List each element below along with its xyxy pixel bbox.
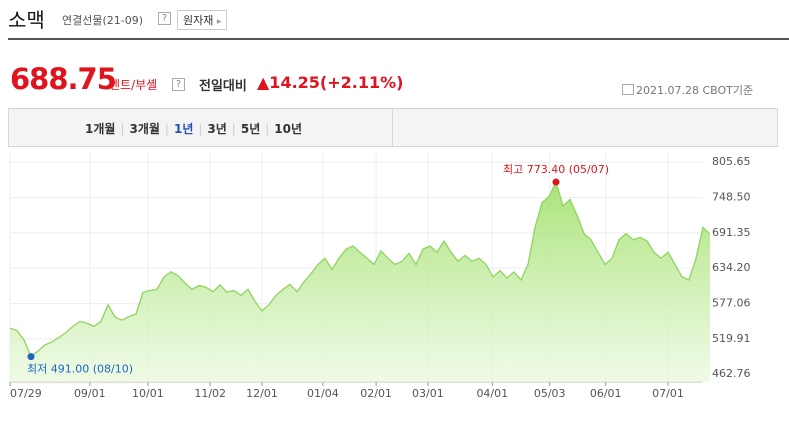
y-tick-label: 748.50 — [712, 190, 751, 203]
help-icon[interactable]: ? — [158, 12, 171, 25]
x-tick-label: 09/01 — [74, 387, 106, 400]
subtitle: 연결선물(21-09) — [62, 14, 144, 27]
chart: 805.65 748.50 691.35 634.20 577.06 519.91 462.… — [9, 152, 751, 400]
tab[interactable]: 1개월 — [85, 122, 116, 136]
annotation: 최저 491.00 (08/10) — [27, 363, 133, 376]
extreme-marker — [27, 353, 35, 361]
area — [10, 182, 710, 382]
quote-date: 2021.07.28 CBOT기준 — [622, 82, 753, 98]
x-tick-label: 04/01 — [476, 387, 508, 400]
tab-bar: 1개월 | 3개월 | 1년 | 3년 | 5년 | 10년 — [8, 108, 778, 147]
y-tick-label: 634.20 — [712, 261, 751, 274]
line — [9, 180, 711, 358]
annotation: 최고 773.40 (05/07) — [503, 163, 609, 176]
price: 688.75 — [10, 62, 117, 96]
tab[interactable]: 1년 — [173, 122, 194, 136]
tab[interactable]: 3년 — [207, 122, 227, 136]
date-text: 2021.07.28 CBOT기준 — [636, 84, 754, 97]
unit: 센트/부셸 — [109, 78, 158, 92]
y-tick-label: 691.35 — [712, 226, 751, 239]
tab[interactable]: 5년 — [240, 122, 261, 136]
x-tick-label: 02/01 — [360, 387, 392, 400]
change-label: 전일대비 — [199, 79, 247, 94]
x-tick-label: 10/01 — [132, 387, 164, 400]
divider — [8, 38, 789, 40]
x-tick-label: 01/04 — [307, 387, 339, 400]
tab[interactable]: 3개월 — [129, 122, 160, 136]
title: 소맥 — [8, 8, 45, 32]
y-tick-label: 462.76 — [712, 367, 751, 380]
tab-list: 1개월 | 3개월 | 1년 | 3년 | 5년 | 10년 — [85, 120, 302, 137]
change: ▲14.25(+2.11%) — [257, 73, 404, 92]
x-tick-label: 11/02 — [194, 387, 226, 400]
tab-separator: | — [231, 122, 236, 136]
y-tick-label: 577.06 — [712, 296, 751, 309]
extreme-marker — [552, 178, 560, 186]
tab-separator: | — [265, 122, 270, 136]
tab-separator: | — [198, 122, 203, 136]
x-tick-label: 06/01 — [590, 387, 622, 400]
y-tick-label: 805.65 — [712, 155, 751, 168]
y-tick-label: 519.91 — [712, 332, 751, 345]
tab[interactable]: 10년 — [274, 122, 303, 136]
x-tick-label: 03/01 — [412, 387, 444, 400]
x-tick-label: 07/01 — [652, 387, 684, 400]
x-tick-label: 05/03 — [534, 387, 566, 400]
tab-divider — [392, 109, 393, 146]
tab-separator: | — [164, 122, 169, 136]
help-icon[interactable]: ? — [172, 78, 185, 91]
x-tick-label: 07/29 — [10, 387, 42, 400]
category-button[interactable]: 원자재 ▸ — [177, 10, 228, 30]
tab-separator: | — [120, 122, 125, 136]
category-label: 원자재 — [183, 14, 214, 27]
x-tick-label: 12/01 — [246, 387, 278, 400]
